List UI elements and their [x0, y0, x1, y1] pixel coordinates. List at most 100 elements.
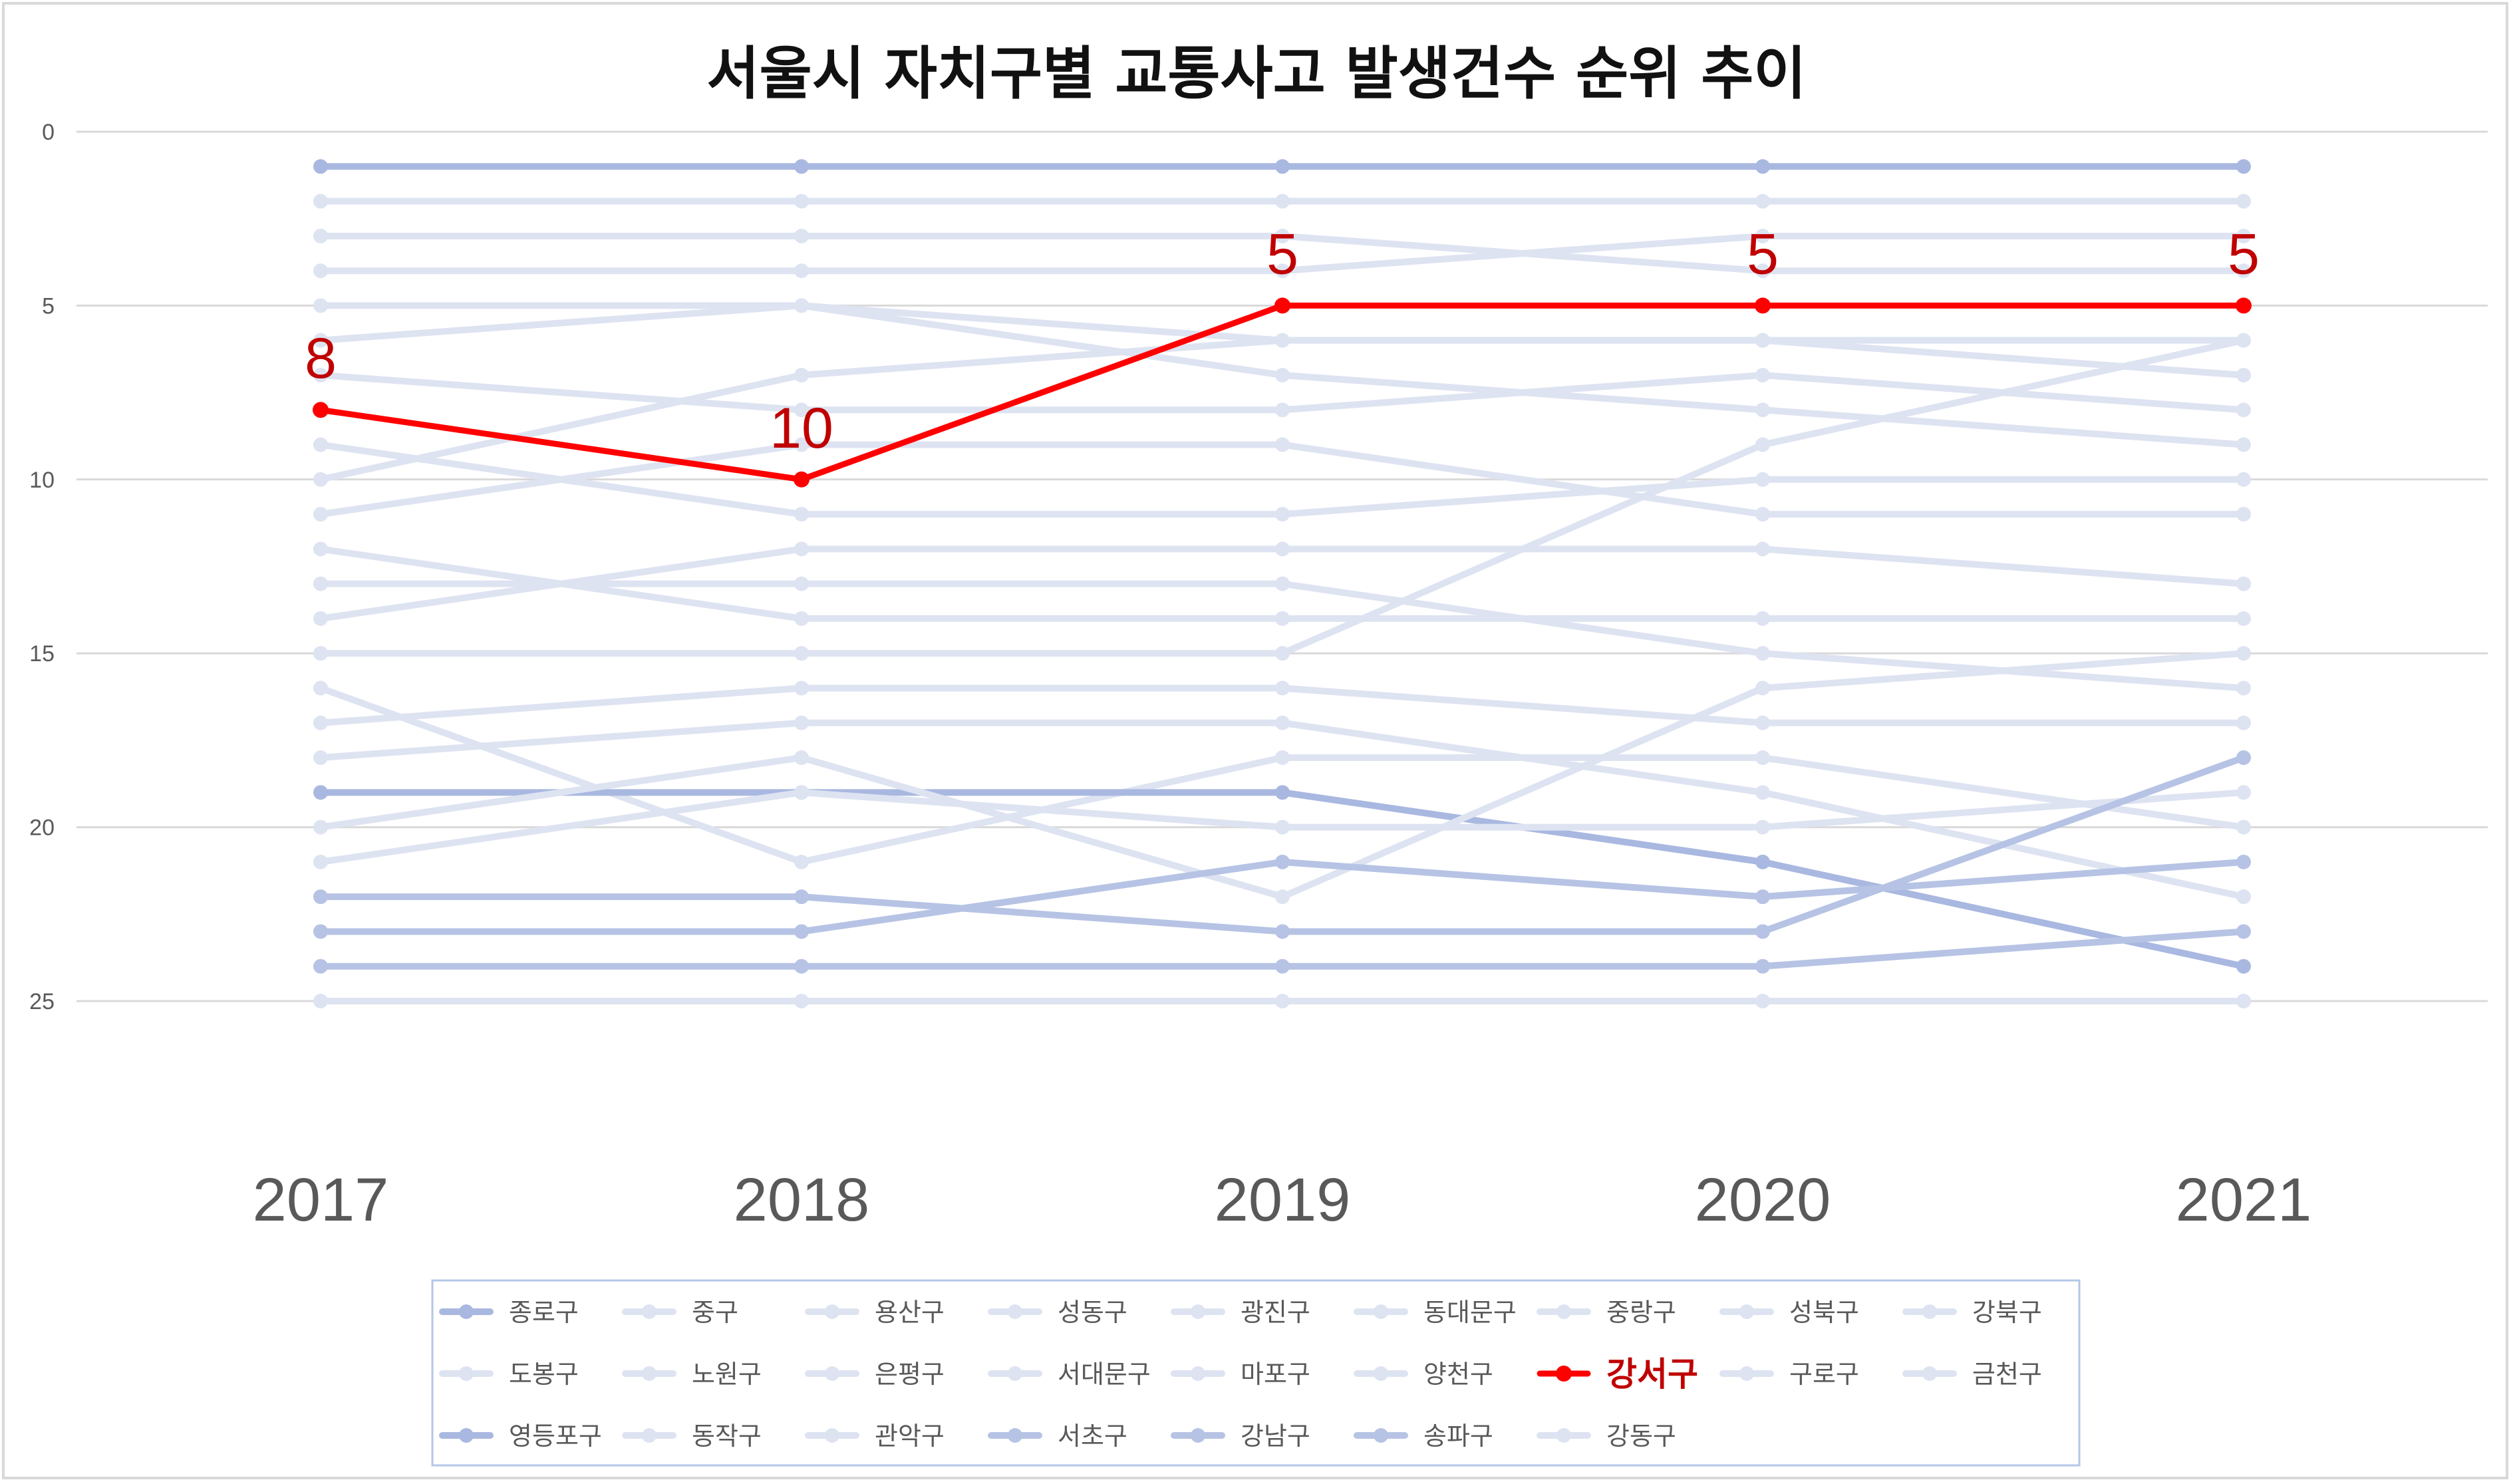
data-point — [2236, 924, 2251, 939]
legend-label: 금천구 — [1972, 1360, 2042, 1389]
legend-entry-성동구[interactable]: 성동구 — [988, 1298, 1127, 1327]
legend-marker — [1008, 1304, 1022, 1319]
data-point — [2236, 680, 2251, 696]
legend-entry-성북구[interactable]: 성북구 — [1719, 1298, 1859, 1327]
data-label: 5 — [1266, 222, 1298, 286]
series-line — [317, 302, 2247, 483]
data-point — [1755, 924, 1770, 939]
data-labels: 8 10 5 5 5 — [305, 222, 2260, 460]
legend-entry-강서구[interactable]: 강서구 — [1537, 1355, 1698, 1394]
data-point — [1755, 194, 1770, 209]
data-point — [313, 298, 328, 313]
data-point — [313, 611, 328, 626]
legend-entry-양천구[interactable]: 양천구 — [1354, 1360, 1493, 1389]
data-point — [1275, 680, 1290, 696]
x-tick-label: 2019 — [1215, 1166, 1351, 1234]
legend-entry-금천구[interactable]: 금천구 — [1902, 1360, 2042, 1389]
data-point — [794, 854, 809, 869]
legend-entry-동작구[interactable]: 동작구 — [622, 1421, 762, 1451]
legend-entry-영등포구[interactable]: 영등포구 — [439, 1421, 602, 1451]
x-tick-label: 2020 — [1695, 1166, 1831, 1234]
legend-entry-강동구[interactable]: 강동구 — [1537, 1421, 1676, 1451]
legend-entry-송파구[interactable]: 송파구 — [1354, 1421, 1493, 1451]
legend-label: 구로구 — [1789, 1360, 1859, 1389]
data-point — [313, 889, 328, 905]
legend-entry-종로구[interactable]: 종로구 — [439, 1298, 579, 1327]
data-point — [1275, 994, 1290, 1008]
legend-entry-광진구[interactable]: 광진구 — [1171, 1298, 1310, 1327]
data-point — [1275, 924, 1290, 939]
legend-entry-구로구[interactable]: 구로구 — [1719, 1360, 1859, 1389]
legend-label: 도봉구 — [509, 1360, 579, 1389]
y-tick-label: 20 — [29, 816, 55, 841]
data-point — [2236, 819, 2251, 835]
legend-entry-관악구[interactable]: 관악구 — [805, 1421, 945, 1451]
data-point — [794, 228, 809, 243]
legend-label: 종로구 — [509, 1298, 579, 1327]
series-관악구 — [313, 785, 2251, 869]
series-마포구 — [313, 333, 2251, 661]
legend-entry-서대문구[interactable]: 서대문구 — [988, 1360, 1151, 1389]
data-point — [794, 611, 809, 626]
legend-entry-중구[interactable]: 중구 — [622, 1298, 738, 1327]
data-label: 5 — [2228, 222, 2260, 286]
legend-entry-동대문구[interactable]: 동대문구 — [1354, 1298, 1517, 1327]
x-tick-label: 2021 — [2176, 1166, 2312, 1234]
legend-entry-중랑구[interactable]: 중랑구 — [1537, 1298, 1676, 1327]
legend-entry-은평구[interactable]: 은평구 — [805, 1360, 945, 1389]
legend-label: 중구 — [692, 1298, 738, 1327]
data-point — [1755, 402, 1770, 418]
series-도봉구 — [313, 437, 2251, 522]
legend-entry-마포구[interactable]: 마포구 — [1171, 1360, 1310, 1389]
legend-entry-노원구[interactable]: 노원구 — [622, 1360, 762, 1389]
legend-marker — [642, 1366, 657, 1381]
data-point — [2236, 611, 2251, 626]
data-point — [1275, 541, 1290, 557]
data-point — [1275, 785, 1290, 800]
legend-marker — [825, 1366, 839, 1381]
data-point — [1755, 646, 1770, 661]
data-point — [1275, 333, 1290, 348]
legend-label: 동작구 — [692, 1421, 762, 1451]
data-label: 8 — [305, 327, 337, 390]
data-point — [1755, 507, 1770, 522]
series-line — [317, 719, 2247, 901]
data-point — [2236, 889, 2251, 905]
legend-label: 양천구 — [1423, 1360, 1493, 1389]
y-tick-label: 0 — [42, 120, 55, 145]
data-point — [313, 159, 328, 174]
data-point — [313, 646, 328, 661]
data-point — [313, 959, 328, 974]
legend-label: 은평구 — [875, 1360, 945, 1389]
data-point — [794, 194, 809, 209]
legend-label: 노원구 — [692, 1360, 762, 1389]
data-label: 10 — [770, 396, 833, 460]
series-용산구 — [313, 228, 2251, 279]
legend-entry-서초구[interactable]: 서초구 — [988, 1421, 1127, 1451]
data-point — [313, 576, 328, 591]
y-tick-label: 25 — [29, 989, 55, 1014]
data-point — [1755, 750, 1770, 766]
legend-label: 성북구 — [1789, 1298, 1859, 1327]
data-point — [1275, 402, 1290, 418]
series-lines — [313, 159, 2251, 1008]
legend-marker — [459, 1428, 474, 1443]
legend-marker — [1922, 1366, 1937, 1381]
legend-marker — [1922, 1304, 1937, 1319]
legend-entry-강북구[interactable]: 강북구 — [1902, 1298, 2042, 1327]
series-강서구 — [313, 297, 2252, 488]
legend-entry-강남구[interactable]: 강남구 — [1171, 1421, 1310, 1451]
legend-entry-도봉구[interactable]: 도봉구 — [439, 1360, 579, 1389]
legend-entry-용산구[interactable]: 용산구 — [805, 1298, 945, 1327]
y-axis-ticks: 0 5 10 15 20 25 — [29, 120, 55, 1014]
y-tick-label: 10 — [29, 468, 55, 493]
data-point — [1755, 472, 1770, 487]
data-point — [313, 194, 328, 209]
data-point — [794, 576, 809, 591]
data-point — [1275, 576, 1290, 591]
data-point — [2236, 297, 2252, 314]
legend-marker — [459, 1366, 474, 1381]
data-point — [2236, 785, 2251, 800]
series-양천구 — [313, 680, 2251, 869]
